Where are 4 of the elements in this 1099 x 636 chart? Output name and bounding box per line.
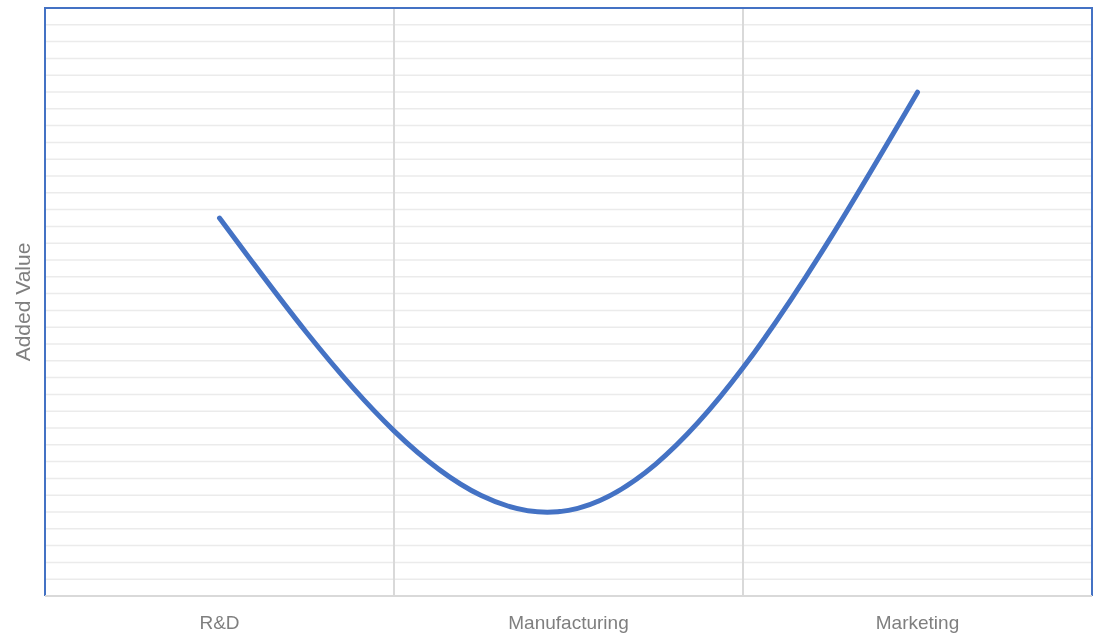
x-tick-label: Marketing xyxy=(875,612,960,633)
x-tick-label: R&D xyxy=(199,612,240,633)
x-tick-label: Manufacturing xyxy=(508,612,629,633)
y-axis-title: Added Value xyxy=(11,242,34,362)
